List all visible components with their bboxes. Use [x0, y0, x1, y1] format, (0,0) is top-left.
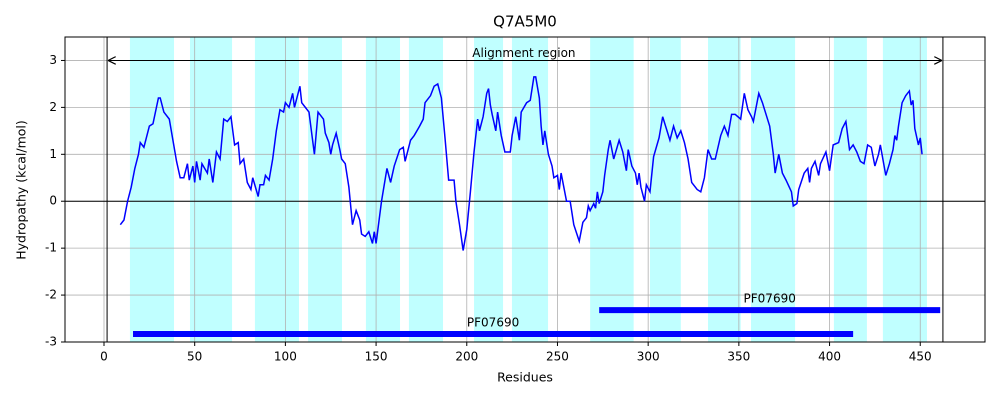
chart-title: Q7A5M0: [493, 13, 557, 31]
hydropathy-line: [119, 76, 923, 251]
y-tick-label: -1: [45, 241, 57, 255]
shaded-region: [189, 37, 233, 342]
x-tick-label: 400: [818, 350, 841, 364]
x-tick-label: 0: [100, 350, 108, 364]
x-axis-label: Residues: [497, 370, 553, 385]
y-tick-label: 2: [49, 100, 57, 114]
x-tick-label: 200: [455, 350, 478, 364]
y-tick-label: -3: [45, 335, 57, 349]
domain-label: PF07690: [744, 292, 796, 306]
shaded-region: [511, 37, 549, 342]
x-tick-label: 50: [187, 350, 202, 364]
y-tick-label: 1: [49, 147, 57, 161]
plot-frame: [64, 36, 986, 343]
shaded-region: [590, 37, 634, 342]
x-tick-label: 150: [365, 350, 388, 364]
y-tick-label: 0: [49, 194, 57, 208]
y-tick-label: -2: [45, 288, 57, 302]
shaded-region: [649, 37, 681, 342]
shaded-region: [254, 37, 299, 342]
shaded-region: [129, 37, 175, 342]
shaded-region: [751, 37, 796, 342]
shaded-region: [708, 37, 741, 342]
domain-label: PF07690: [467, 316, 519, 330]
shaded-region: [882, 37, 927, 342]
shaded-region: [308, 37, 342, 342]
x-tick-label: 300: [637, 350, 660, 364]
x-tick-label: 250: [546, 350, 569, 364]
y-axis-label: Hydropathy (kcal/mol): [14, 120, 29, 260]
annotation-text: Alignment region: [472, 46, 575, 60]
shaded-region: [408, 37, 444, 342]
x-tick-label: 350: [727, 350, 750, 364]
shaded-region: [474, 37, 504, 342]
x-tick-label: 450: [909, 350, 932, 364]
shaded-region: [833, 37, 867, 342]
overlay: 0 50 100 150 200 250 300 350 400 450 -3 -2 -1 0 1 2 3 PF0…: [45, 36, 986, 364]
plot-area: [65, 37, 985, 342]
x-tick-label: 100: [274, 350, 297, 364]
y-tick-label: 3: [49, 53, 57, 67]
